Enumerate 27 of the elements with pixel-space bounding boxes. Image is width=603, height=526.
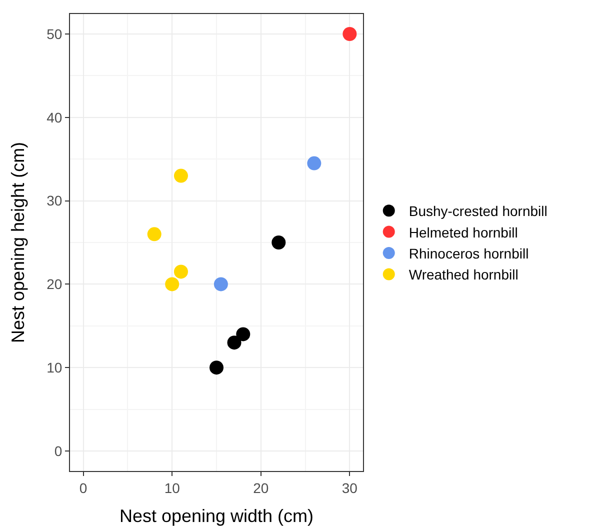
y-axis-title: Nest opening height (cm) <box>8 142 28 344</box>
point <box>272 236 286 250</box>
legend-label: Wreathed hornbill <box>408 266 518 283</box>
x-tick-label: 20 <box>253 480 269 496</box>
point <box>174 168 188 183</box>
x-tick-label: 0 <box>79 480 88 496</box>
point <box>342 27 357 42</box>
point <box>214 277 228 292</box>
y-tick-label: 20 <box>46 276 62 292</box>
x-tick-label: 10 <box>164 480 180 496</box>
legend-label: Helmeted hornbill <box>408 224 518 240</box>
y-tick-label: 0 <box>54 442 62 459</box>
y-tick-label: 30 <box>46 192 62 209</box>
x-axis-title: Nest opening width (cm) <box>119 506 314 526</box>
legend-label: Rhinoceros hornbill <box>408 245 529 262</box>
point <box>236 327 250 342</box>
x-tick-label: 30 <box>342 480 358 496</box>
y-tick-label: 50 <box>46 26 62 42</box>
point <box>227 336 242 350</box>
point <box>174 264 188 279</box>
point <box>307 156 322 170</box>
y-tick-label: 40 <box>46 109 62 126</box>
point <box>147 227 162 242</box>
legend-label: Bushy-crested hornbill <box>408 203 548 220</box>
y-tick-label: 10 <box>46 359 62 376</box>
point <box>210 360 224 375</box>
point <box>165 277 180 292</box>
